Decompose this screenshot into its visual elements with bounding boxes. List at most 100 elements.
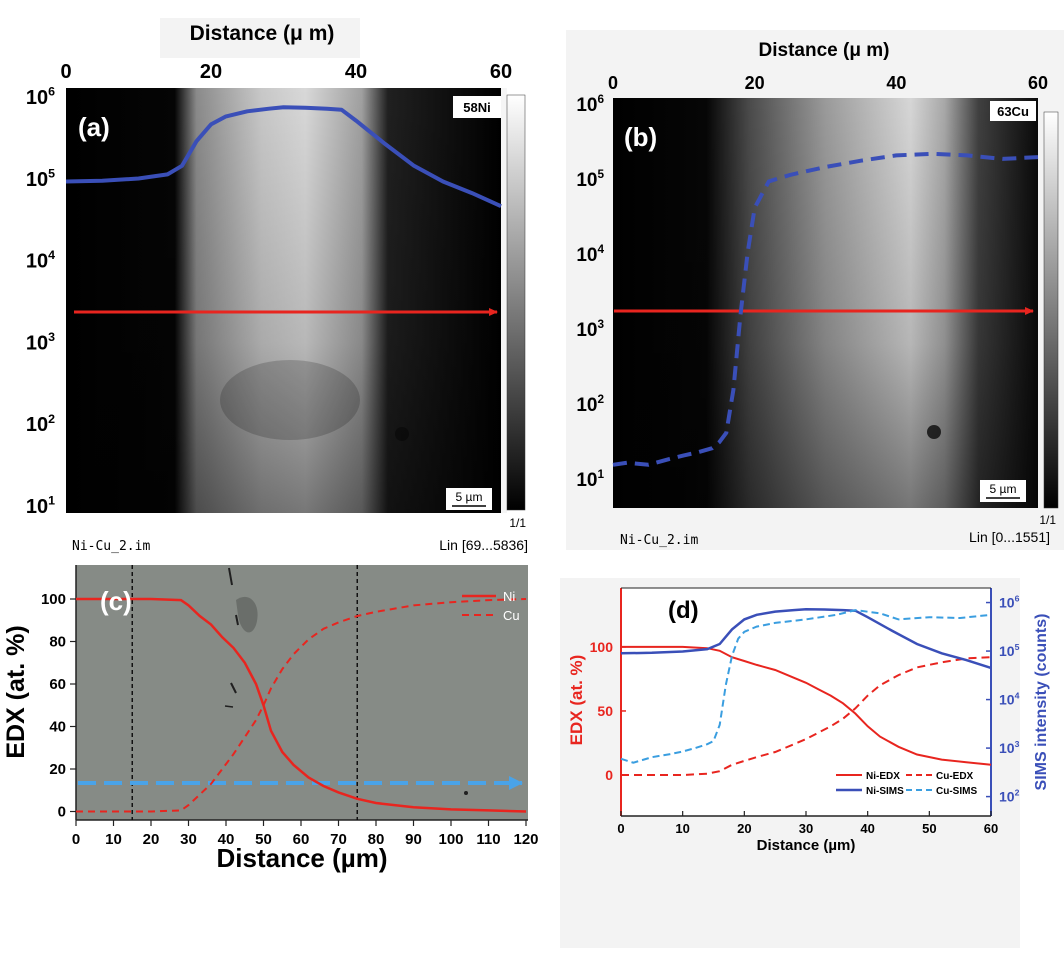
d-right-tick-0: 102 [999, 788, 1020, 805]
panel-b-image-shading [613, 98, 1038, 508]
panel-c-letter: (c) [100, 586, 132, 616]
a-top-tick-2: 40 [345, 61, 367, 83]
panel-c-defect-3 [230, 682, 237, 694]
panel-c-defect-2 [235, 614, 239, 626]
a-y-tick-4: 102 [26, 412, 55, 436]
panel-b-range-text: Lin [0...1551] [969, 529, 1050, 545]
panel-d-x-axis-title: Distance (µm) [757, 837, 856, 854]
d-right-tick-3: 105 [999, 642, 1020, 659]
panel-d-right-tick-labels: 102 103 104 105 106 [999, 594, 1020, 805]
d-left-tick-2: 100 [590, 639, 614, 655]
panel-d-cu-edx-line [621, 656, 992, 776]
panel-b-scalebar-text: 5 µm [990, 482, 1017, 496]
b-top-tick-0: 0 [608, 73, 618, 93]
a-y-tick-0: 106 [26, 85, 55, 109]
panel-b-dark-particle [927, 425, 941, 439]
panel-a: Distance (μ m) 0 20 40 60 10610510410310210… [26, 18, 528, 554]
panel-c-y-axis-title: EDX (at. %) [2, 625, 30, 758]
c-x-tick-11: 110 [476, 831, 500, 848]
d-x-tick-2: 20 [737, 821, 751, 836]
c-x-tick-6: 60 [293, 831, 310, 848]
panel-d-left-tick-labels: 0 50 100 [590, 639, 614, 783]
d-left-tick-0: 0 [605, 767, 613, 783]
panel-b: Distance (μ m) 0 20 40 60 10610510410310210… [566, 30, 1064, 550]
d-x-tick-5: 50 [922, 821, 936, 836]
panel-c-ni-edx-line [76, 597, 527, 813]
c-y-tick-1: 20 [49, 761, 66, 778]
panel-a-scalebar-box [446, 488, 492, 510]
panel-c-reference-lines [131, 565, 358, 820]
panel-a-top-tick-labels: 0 20 40 60 [60, 61, 512, 83]
panel-c-x-axis-title: Distance (µm) [216, 843, 387, 873]
panel-d-left-axis-title: EDX (at. %) [567, 655, 586, 746]
panel-b-file-name: Ni-Cu_2.im [620, 533, 698, 548]
b-y-tick-1: 105 [576, 168, 604, 191]
panel-c-ticks [70, 565, 528, 826]
panel-a-scalebar-text: 5 µm [456, 490, 483, 504]
a-y-tick-1: 105 [26, 166, 55, 190]
d-x-tick-1: 10 [675, 821, 689, 836]
panel-a-title-backdrop [160, 18, 360, 58]
panel-c-defect-4 [224, 705, 234, 708]
panel-a-colorbar [506, 94, 526, 511]
panel-a-y-tick-labels: 106 105 104 103 102 101 [26, 85, 55, 518]
panel-a-dark-feature [220, 360, 360, 440]
d-x-tick-4: 40 [860, 821, 874, 836]
panel-b-top-tick-labels: 0 20 40 60 [608, 73, 1048, 93]
c-y-tick-0: 0 [58, 804, 66, 821]
panel-b-letter: (b) [624, 122, 657, 152]
legend-cu-edx-label: Cu-EDX [936, 771, 974, 782]
a-top-tick-1: 20 [200, 61, 222, 83]
panel-c-defect-1 [228, 567, 233, 586]
panel-d-letter: (d) [668, 597, 699, 624]
panel-c-image-texture [76, 565, 528, 820]
c-x-tick-2: 20 [143, 831, 160, 848]
b-top-tick-2: 40 [886, 73, 906, 93]
c-y-tick-2: 40 [49, 719, 66, 736]
c-y-tick-4: 80 [49, 634, 66, 651]
panel-b-y-tick-labels: 106 105 104 103 102 101 [576, 93, 604, 491]
panel-a-letter: (a) [78, 112, 110, 142]
panel-b-scalebar-box [980, 480, 1026, 502]
b-y-tick-3: 103 [576, 318, 604, 341]
panel-d: (d) 0 10 20 30 40 50 60 0 50 100 102 103 104 105 106… [560, 578, 1050, 948]
panel-a-dark-particle [395, 427, 409, 441]
c-x-tick-9: 90 [405, 831, 422, 848]
d-right-tick-1: 103 [999, 739, 1020, 756]
d-x-tick-3: 30 [799, 821, 813, 836]
panel-b-image-label: 63Cu [997, 104, 1029, 119]
panel-c-y-tick-labels: 0 20 40 60 80 100 [41, 591, 66, 821]
panel-d-cu-sims-line [620, 609, 992, 764]
c-x-tick-1: 10 [105, 831, 122, 848]
b-y-tick-4: 102 [576, 393, 604, 416]
panel-a-image-gap [501, 88, 507, 513]
panel-c-legend-cu-label: Cu [503, 608, 520, 623]
c-x-tick-5: 50 [255, 831, 272, 848]
a-y-tick-3: 103 [26, 330, 55, 354]
c-x-tick-4: 40 [218, 831, 235, 848]
c-x-tick-12: 120 [513, 831, 538, 848]
d-left-tick-1: 50 [597, 703, 613, 719]
panel-b-image-gap [1038, 98, 1044, 508]
d-x-tick-6: 60 [984, 821, 998, 836]
panel-d-right-axis-title: SIMS intensity (counts) [1033, 614, 1050, 791]
panel-c-sem-image [76, 565, 528, 820]
panel-b-colorbar [1043, 111, 1059, 509]
c-x-tick-10: 100 [438, 831, 463, 848]
panel-a-ni-sims-profile [65, 105, 502, 209]
b-y-tick-5: 101 [576, 468, 604, 491]
panel-d-plot-area [621, 588, 991, 816]
d-right-tick-4: 106 [999, 594, 1020, 611]
panel-c-x-tick-labels: 0 10 20 30 40 50 60 70 80 90 100 110 120 [72, 831, 539, 848]
b-y-tick-0: 106 [576, 93, 604, 116]
b-y-tick-2: 104 [576, 243, 604, 266]
panel-a-x-axis-title: Distance (μ m) [190, 22, 335, 45]
panel-d-legend: Ni-EDX Cu-EDX Ni-SIMS Cu-SIMS [836, 771, 977, 797]
panel-b-x-axis-title: Distance (μ m) [759, 40, 890, 61]
b-top-tick-1: 20 [745, 73, 765, 93]
panel-c: (c) Ni Cu 0 10 20 30 40 50 60 70 80 90 100 110 120 0… [2, 565, 539, 873]
panel-b-cu-sims-profile [612, 151, 1039, 467]
c-x-tick-0: 0 [72, 831, 80, 848]
legend-ni-sims-label: Ni-SIMS [866, 786, 904, 797]
